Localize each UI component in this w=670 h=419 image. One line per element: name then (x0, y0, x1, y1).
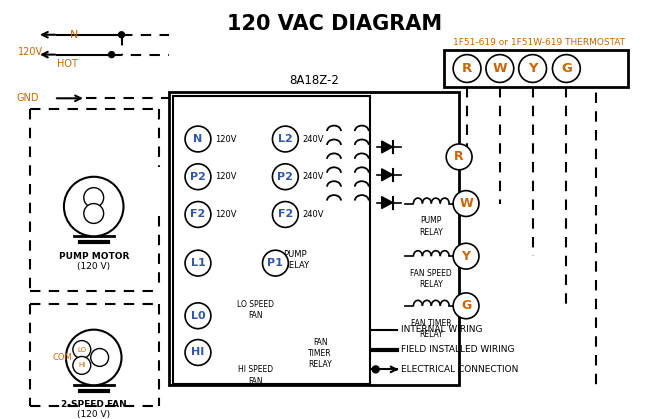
Text: W: W (492, 62, 507, 75)
Circle shape (185, 202, 211, 228)
Text: 120 VAC DIAGRAM: 120 VAC DIAGRAM (227, 14, 443, 34)
Circle shape (64, 177, 123, 236)
Text: G: G (461, 299, 471, 312)
Text: 8A18Z-2: 8A18Z-2 (289, 75, 339, 88)
Circle shape (84, 204, 104, 223)
Circle shape (453, 293, 479, 319)
Text: 240V: 240V (302, 210, 324, 219)
Text: HI SPEED
FAN: HI SPEED FAN (238, 365, 273, 385)
Circle shape (553, 54, 580, 83)
Text: Y: Y (528, 62, 537, 75)
Circle shape (90, 349, 109, 366)
Bar (170, 92, 459, 385)
Circle shape (73, 341, 90, 358)
Circle shape (519, 54, 547, 83)
Text: 120V: 120V (215, 172, 237, 181)
Text: L2: L2 (278, 134, 293, 144)
Text: INTERNAL WIRING: INTERNAL WIRING (401, 325, 482, 334)
Text: 2-SPEED FAN: 2-SPEED FAN (61, 400, 127, 409)
Text: LO: LO (77, 347, 86, 352)
Circle shape (373, 366, 379, 373)
Text: 240V: 240V (302, 134, 324, 144)
Circle shape (185, 164, 211, 190)
Text: LO SPEED
FAN: LO SPEED FAN (237, 300, 274, 320)
Text: (120 V): (120 V) (77, 409, 111, 419)
Circle shape (84, 188, 104, 207)
Text: 120V: 120V (215, 210, 237, 219)
Text: PUMP
RELAY: PUMP RELAY (283, 250, 310, 270)
Circle shape (109, 52, 115, 57)
Text: P2: P2 (190, 172, 206, 182)
Text: 120V: 120V (18, 47, 44, 57)
Circle shape (66, 330, 121, 385)
Circle shape (273, 126, 298, 152)
Text: FAN
TIMER
RELAY: FAN TIMER RELAY (308, 338, 332, 369)
Circle shape (453, 191, 479, 217)
Circle shape (185, 339, 211, 365)
Text: W: W (459, 197, 473, 210)
Text: ELECTRICAL CONNECTION: ELECTRICAL CONNECTION (401, 365, 518, 374)
Text: L1: L1 (190, 258, 205, 268)
Circle shape (263, 250, 288, 276)
Text: HOT: HOT (57, 59, 78, 69)
Bar (173, 96, 370, 384)
Circle shape (185, 250, 211, 276)
Text: FAN TIMER
RELAY: FAN TIMER RELAY (411, 319, 452, 339)
Text: (120 V): (120 V) (77, 261, 111, 271)
Circle shape (185, 303, 211, 328)
Text: PUMP MOTOR: PUMP MOTOR (58, 252, 129, 261)
Text: P1: P1 (267, 258, 283, 268)
Text: R: R (454, 150, 464, 163)
Text: G: G (561, 62, 572, 75)
Text: HI: HI (78, 362, 86, 368)
Polygon shape (382, 141, 393, 153)
Text: F2: F2 (278, 210, 293, 220)
Text: N: N (194, 134, 202, 144)
Polygon shape (382, 197, 393, 209)
Text: 1F51-619 or 1F51W-619 THERMOSTAT: 1F51-619 or 1F51W-619 THERMOSTAT (452, 38, 624, 47)
Text: PUMP
RELAY: PUMP RELAY (419, 217, 443, 237)
Circle shape (446, 144, 472, 170)
Text: L0: L0 (191, 311, 205, 321)
Text: N: N (70, 30, 78, 40)
Text: HI: HI (192, 347, 204, 357)
Text: COM: COM (52, 353, 72, 362)
Bar (444, 49, 628, 88)
Text: FAN SPEED
RELAY: FAN SPEED RELAY (411, 269, 452, 289)
Text: 240V: 240V (302, 172, 324, 181)
Circle shape (453, 243, 479, 269)
Text: F2: F2 (190, 210, 206, 220)
Text: FIELD INSTALLED WIRING: FIELD INSTALLED WIRING (401, 345, 514, 354)
Circle shape (453, 54, 481, 83)
Circle shape (486, 54, 514, 83)
Text: GND: GND (16, 93, 39, 103)
Circle shape (273, 164, 298, 190)
Text: P2: P2 (277, 172, 293, 182)
Circle shape (273, 202, 298, 228)
Polygon shape (382, 169, 393, 181)
Circle shape (119, 32, 125, 38)
Text: 120V: 120V (215, 134, 237, 144)
Text: Y: Y (462, 250, 470, 263)
Text: R: R (462, 62, 472, 75)
Circle shape (73, 357, 90, 374)
Circle shape (185, 126, 211, 152)
